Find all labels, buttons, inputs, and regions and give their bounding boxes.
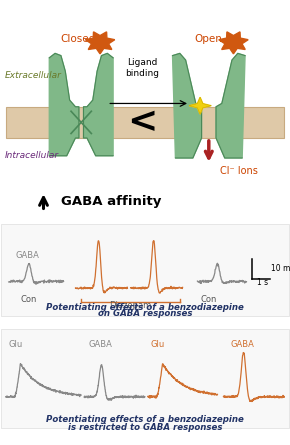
Polygon shape [84, 53, 113, 156]
Text: 10 mV: 10 mV [271, 264, 290, 273]
Text: Open: Open [195, 35, 223, 44]
Text: on GABA responses: on GABA responses [98, 309, 192, 318]
Text: Cl⁻ Ions: Cl⁻ Ions [220, 166, 258, 176]
Text: GABA affinity: GABA affinity [61, 195, 161, 208]
Text: Potentiating effects of a benzodiazepine: Potentiating effects of a benzodiazepine [46, 415, 244, 424]
Text: Glu: Glu [9, 340, 23, 349]
Polygon shape [219, 32, 248, 54]
Text: 1 s: 1 s [257, 279, 268, 287]
Text: is restricted to GABA responses: is restricted to GABA responses [68, 423, 222, 432]
Polygon shape [216, 53, 245, 158]
Polygon shape [173, 53, 202, 158]
Text: GABA: GABA [16, 251, 40, 260]
Text: GABA: GABA [88, 340, 112, 349]
Text: GABA: GABA [231, 340, 254, 349]
Polygon shape [189, 97, 211, 114]
Bar [6, 107, 284, 138]
Text: Con: Con [201, 295, 217, 304]
Text: Con: Con [21, 295, 37, 304]
Text: Ligand
binding: Ligand binding [125, 58, 159, 78]
Text: Potentiating effects of a benzodiazepine: Potentiating effects of a benzodiazepine [46, 303, 244, 312]
Polygon shape [49, 53, 79, 156]
Text: Extracellular: Extracellular [4, 71, 61, 80]
Text: <: < [127, 105, 157, 139]
Polygon shape [85, 32, 115, 54]
Text: Diazepam: Diazepam [109, 301, 152, 310]
Text: Glu: Glu [151, 340, 165, 349]
Text: Closed: Closed [61, 35, 96, 44]
Text: Intracellular: Intracellular [4, 151, 59, 160]
